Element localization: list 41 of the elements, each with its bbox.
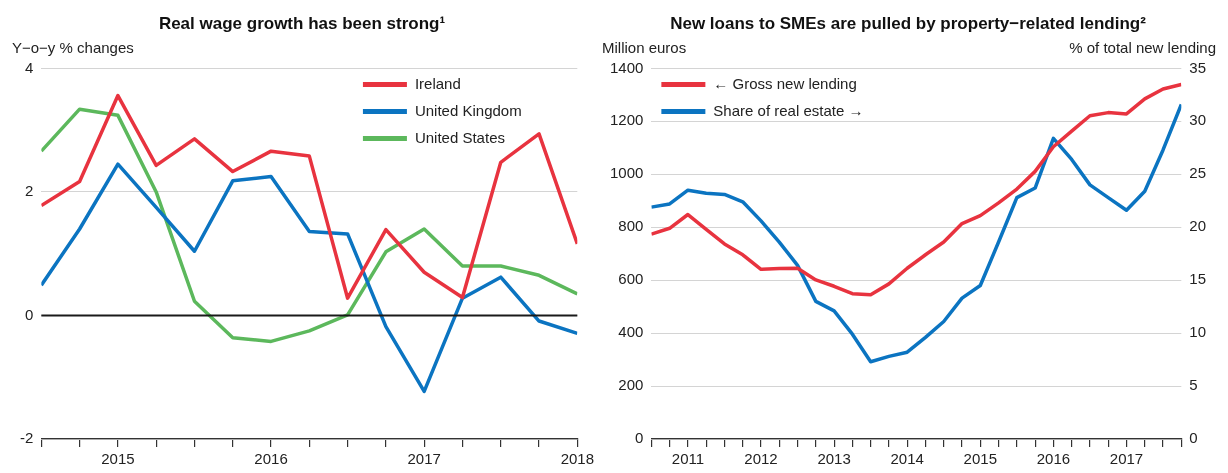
y-tick-label: 0 <box>635 429 644 447</box>
chart-title: Real wage growth has been strong¹ <box>158 13 446 33</box>
x-tick-label: 2015 <box>963 450 997 468</box>
chart-title: New loans to SMEs are pulled by property−related lending² <box>670 13 1147 33</box>
x-tick-label: 2016 <box>254 450 288 468</box>
y-tick-label: 600 <box>618 270 644 288</box>
y-tick-label: -2 <box>19 429 34 447</box>
y-tick-label: 2 <box>24 182 34 200</box>
y2-tick-label: 30 <box>1189 111 1206 129</box>
legend-label: ← Gross new lending <box>713 74 857 92</box>
x-tick-label: 2014 <box>890 450 924 468</box>
y-tick-label: 1200 <box>609 111 644 129</box>
y-tick-label: 1400 <box>609 58 644 76</box>
x-tick-label: 2013 <box>817 450 851 468</box>
y2-tick-label: 35 <box>1189 58 1206 76</box>
x-tick-label: 2017 <box>1109 450 1144 468</box>
x-tick-label: 2017 <box>407 450 441 468</box>
y2-tick-label: 20 <box>1189 217 1206 235</box>
legend-label: Ireland <box>414 74 461 92</box>
y2-axis-title: % of total new lending <box>1069 39 1216 57</box>
legend-label: United States <box>414 128 505 146</box>
y2-tick-label: 15 <box>1189 270 1206 288</box>
y-tick-label: 200 <box>618 376 644 394</box>
x-tick-label: 2011 <box>671 450 705 468</box>
x-tick-label: 2015 <box>101 450 135 468</box>
x-tick-label: 2012 <box>744 450 778 468</box>
x-tick-label: 2016 <box>1036 450 1071 468</box>
y-tick-label: 4 <box>24 58 34 76</box>
y2-tick-label: 5 <box>1189 376 1198 394</box>
legend-label: Share of real estate → <box>713 101 864 119</box>
y-axis-title: Million euros <box>602 39 687 57</box>
y-tick-label: 800 <box>618 217 644 235</box>
y-tick-label: 0 <box>24 305 34 323</box>
y2-tick-label: 0 <box>1189 429 1198 447</box>
y-axis-title: Y−o−y % changes <box>12 39 134 57</box>
y2-tick-label: 10 <box>1189 323 1206 341</box>
y-tick-label: 1000 <box>609 164 644 182</box>
legend-label: United Kingdom <box>414 101 522 119</box>
y-tick-label: 400 <box>618 323 644 341</box>
y2-tick-label: 25 <box>1189 164 1206 182</box>
x-tick-label: 2018 <box>560 450 594 468</box>
